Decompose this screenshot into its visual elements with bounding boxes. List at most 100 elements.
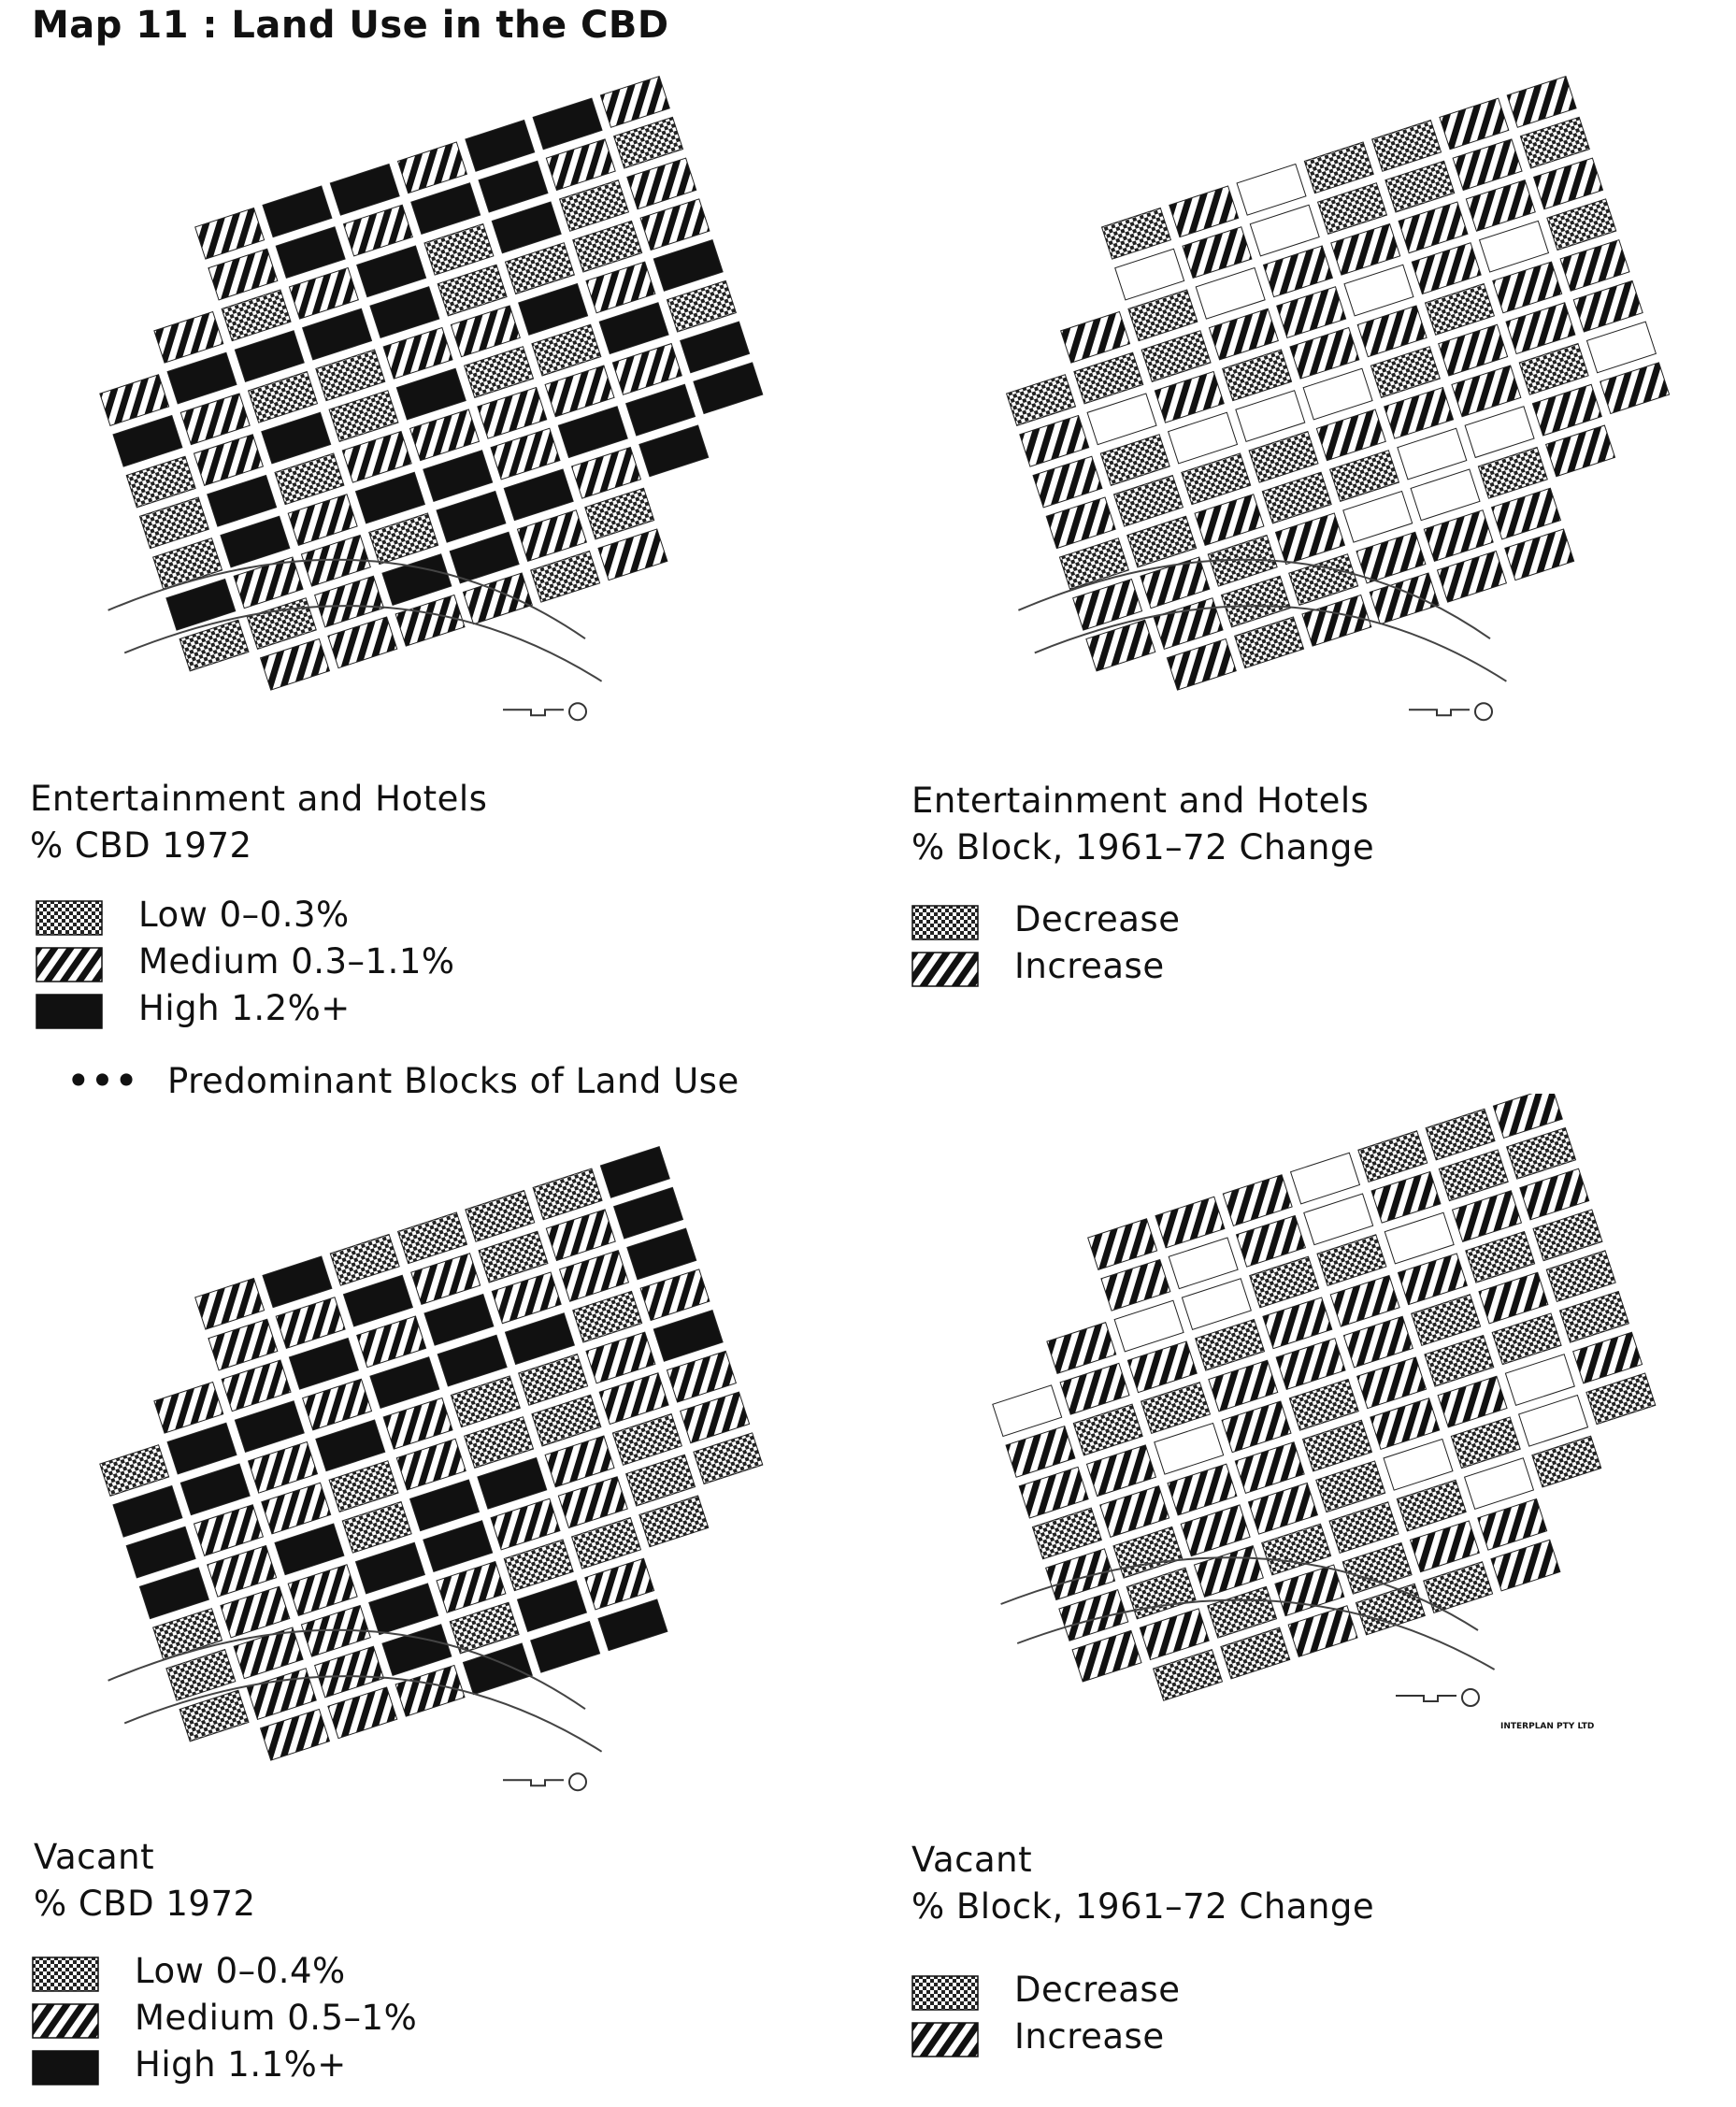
city-block: [314, 575, 385, 628]
high-swatch: [36, 994, 103, 1029]
city-block: [490, 1498, 561, 1551]
city-block: [99, 374, 170, 426]
city-block: [1491, 1312, 1562, 1366]
caption-subtitle: % Block, 1961–72 Change: [911, 827, 1375, 867]
map-caption: Entertainment and Hotels % CBD 1972: [30, 776, 487, 869]
city-block: [1451, 1190, 1523, 1243]
city-block: [328, 390, 399, 443]
river-line: [123, 605, 603, 682]
city-block: [1504, 1354, 1575, 1407]
city-block: [436, 490, 507, 543]
increase-swatch: [911, 952, 979, 987]
river-line: [108, 1628, 586, 1711]
city-block: [207, 1544, 278, 1598]
city-block: [544, 1435, 615, 1488]
city-block: [1195, 266, 1266, 320]
city-block: [138, 496, 209, 550]
city-block: [478, 1230, 549, 1283]
city-block: [693, 362, 764, 415]
city-block: [992, 1384, 1063, 1438]
city-block: [1342, 1315, 1413, 1369]
city-block: [1126, 515, 1198, 568]
city-block: [570, 1516, 642, 1570]
city-block: [1193, 1545, 1264, 1598]
city-block: [341, 430, 412, 483]
city-block: [1384, 386, 1455, 439]
map-svg: [1005, 75, 1671, 722]
city-block: [680, 321, 751, 374]
city-block: [558, 1249, 630, 1302]
city-block: [464, 346, 535, 399]
city-block: [1288, 553, 1359, 607]
city-block: [233, 1627, 304, 1680]
city-block: [462, 572, 533, 625]
city-block: [1545, 424, 1616, 478]
city-block: [491, 1271, 562, 1325]
city-block: [464, 1416, 535, 1469]
caption-title: Entertainment and Hotels: [911, 781, 1370, 821]
map-entertainment-1972: [9, 56, 832, 767]
city-block: [584, 1557, 655, 1611]
city-block: [462, 1642, 533, 1696]
city-block: [1087, 1218, 1158, 1270]
scale-bar: [1396, 1695, 1456, 1702]
city-block: [382, 1397, 453, 1450]
city-block: [1302, 367, 1373, 421]
city-block: [1492, 261, 1563, 314]
city-block: [598, 302, 669, 355]
city-block: [1438, 1149, 1509, 1202]
city-block: [1424, 282, 1496, 336]
caption-title: Vacant: [911, 1840, 1033, 1880]
legend-label: High 1.1%+: [135, 2044, 347, 2085]
city-block: [1585, 321, 1657, 374]
city-block: [626, 1227, 697, 1281]
city-block: [1248, 430, 1319, 483]
city-block: [516, 509, 588, 563]
city-block: [1438, 323, 1509, 377]
credit-text: INTERPLAN PTY LTD: [1500, 1722, 1595, 1731]
city-block: [1005, 1426, 1076, 1478]
river-line: [108, 558, 586, 640]
city-block: [1155, 1196, 1226, 1249]
city-block: [381, 1624, 452, 1677]
city-block: [275, 226, 346, 280]
city-block: [327, 616, 398, 669]
city-block: [639, 198, 710, 251]
city-block: [572, 1290, 643, 1343]
city-block: [1572, 1331, 1643, 1384]
city-block: [1397, 427, 1468, 480]
city-block: [194, 1277, 265, 1330]
city-block: [329, 163, 400, 216]
city-block: [1058, 1589, 1129, 1641]
legend-label: Low 0–0.3%: [138, 895, 350, 935]
city-block: [1490, 1539, 1561, 1592]
city-block: [1303, 1193, 1374, 1246]
map-svg: [99, 75, 764, 722]
city-block: [1086, 393, 1157, 446]
city-block: [1032, 455, 1103, 509]
map-svg: [992, 1094, 1657, 1707]
city-block: [585, 261, 656, 314]
city-block: [1316, 1234, 1387, 1287]
city-block: [1046, 1322, 1117, 1374]
city-block: [477, 386, 548, 439]
city-block: [531, 323, 602, 377]
city-block: [1099, 434, 1170, 486]
river-line: [1016, 1598, 1496, 1670]
high-swatch: [32, 2050, 99, 2086]
city-block: [1287, 1605, 1358, 1657]
city-block: [1207, 1585, 1278, 1639]
city-block: [166, 1422, 237, 1475]
city-block: [611, 1412, 682, 1466]
river-line: [1018, 558, 1491, 640]
city-block: [369, 1356, 440, 1410]
city-block: [1220, 1627, 1291, 1680]
city-block: [1437, 1375, 1508, 1428]
city-block: [314, 1645, 385, 1698]
city-block: [1154, 370, 1225, 423]
map-svg: [99, 1145, 764, 1792]
city-block: [1397, 1253, 1469, 1306]
city-block: [1398, 201, 1469, 254]
city-block: [1396, 1479, 1467, 1532]
caption-subtitle: % Block, 1961–72 Change: [911, 1886, 1375, 1927]
